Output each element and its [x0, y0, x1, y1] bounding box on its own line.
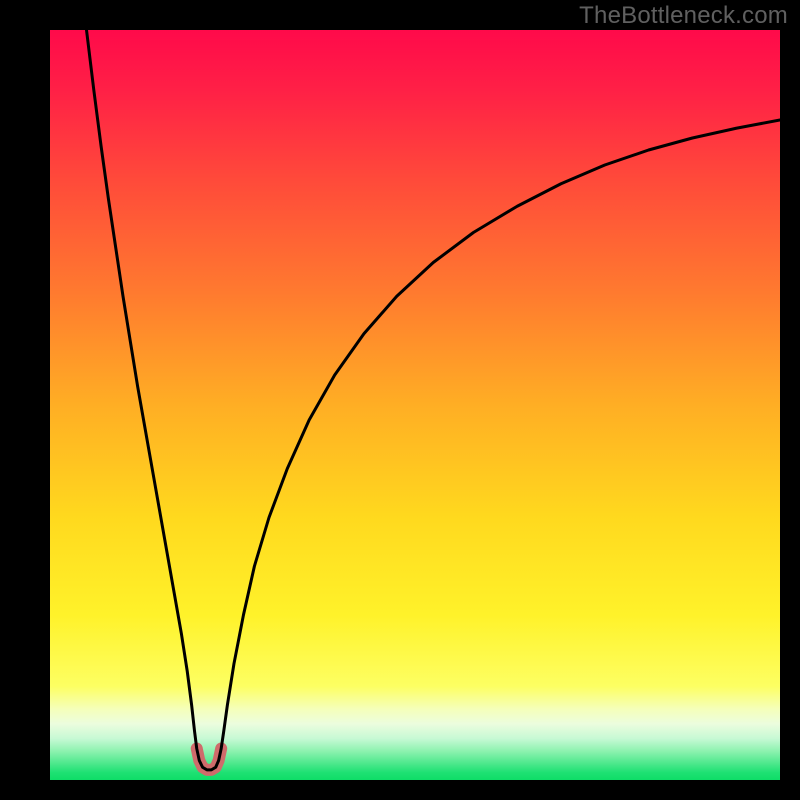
chart-stage: TheBottleneck.com — [0, 0, 800, 800]
border-left — [0, 0, 50, 800]
watermark-label: TheBottleneck.com — [579, 2, 788, 30]
plot-svg — [50, 30, 780, 780]
plot-area — [50, 30, 780, 780]
border-bottom — [0, 780, 800, 800]
border-right — [780, 0, 800, 800]
